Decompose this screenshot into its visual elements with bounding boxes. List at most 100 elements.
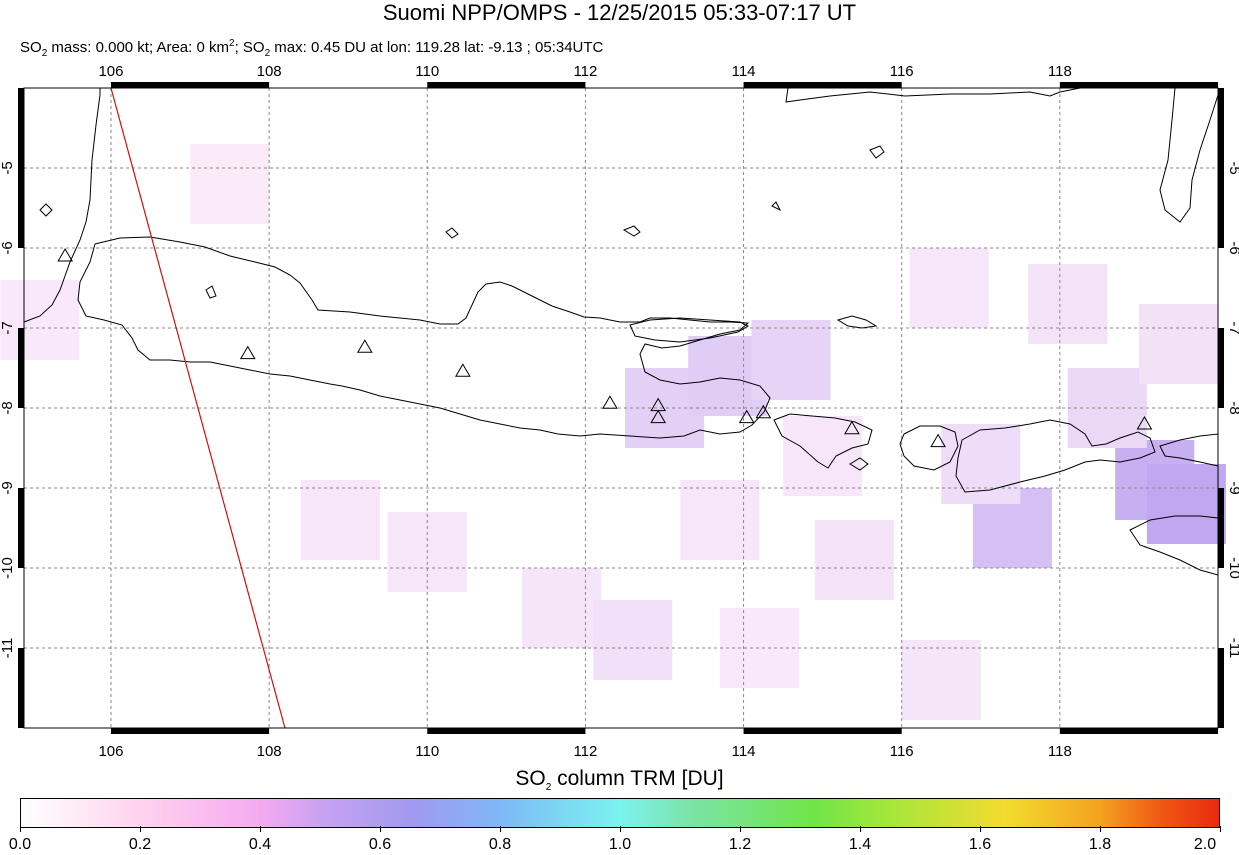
coastline-madura [629, 317, 750, 343]
frame-bar-top [427, 82, 586, 88]
lon-tick-label-top: 116 [890, 63, 914, 80]
lon-tick-label-top: 118 [1048, 63, 1072, 80]
frame-bar-top [1059, 82, 1218, 88]
colorbar-tick-label: 0.0 [8, 836, 32, 853]
colorbar-title: SO2 column TRM [DU] [515, 767, 724, 794]
so2-cell [1138, 304, 1218, 384]
frame-bar-bottom [743, 728, 902, 734]
coastline-sumbawa [955, 419, 1156, 493]
volcano-icon [239, 345, 256, 360]
colorbar-tick [979, 826, 981, 832]
so2-cell [680, 480, 760, 560]
colorbar-tick-label: 0.8 [488, 836, 512, 853]
frame-bar-right [1218, 488, 1224, 568]
coastline-borneo [785, 87, 1081, 103]
lat-tick-label-right: -7 [1226, 321, 1239, 334]
volcano-icon [602, 395, 618, 409]
swath-edge-layer [110, 87, 286, 729]
lat-tick-label-left: -9 [0, 481, 16, 494]
colorbar-tick [619, 826, 621, 832]
colorbar-tick [379, 826, 381, 832]
colorbar-tick [1219, 826, 1221, 832]
axis-labels: 106 106 108 108 110 110 112 112 114 114 116 116 118 1… [0, 63, 1239, 760]
so2-cells-layer [0, 144, 1226, 720]
so2-cell [1028, 264, 1108, 344]
colorbar [20, 798, 1220, 828]
lat-tick-label-right: -8 [1226, 401, 1239, 414]
lon-tick-label-bottom: 118 [1048, 743, 1072, 760]
frame-bar-right [1218, 88, 1224, 168]
lat-tick-label-left: -7 [0, 321, 16, 334]
frame-bar-bottom [110, 728, 270, 734]
frame-bar-bottom [427, 728, 586, 734]
lon-tick-label-bottom: 112 [573, 743, 597, 760]
volcano-icon [454, 363, 471, 377]
so2-cell [190, 144, 270, 224]
lon-tick-label-bottom: 114 [732, 743, 756, 760]
so2-cell [909, 248, 989, 328]
colorbar-tick-label: 0.6 [368, 836, 392, 853]
colorbar-tick-label: 1.6 [968, 836, 992, 853]
volcano-icon [755, 404, 772, 419]
island-thousand [39, 203, 53, 217]
coastline-lombok [899, 425, 959, 471]
so2-cell [1146, 464, 1226, 544]
colorbar-tick-label: 2.0 [1193, 836, 1217, 853]
island-kangean [836, 315, 878, 329]
volcano-icon [738, 409, 755, 424]
colorbar-tick-label: 0.2 [128, 836, 152, 853]
lon-tick-label-top: 112 [573, 63, 597, 80]
volcano-icon [356, 339, 373, 353]
lon-tick-label-top: 110 [415, 63, 439, 80]
so2-cell [814, 520, 894, 600]
colorbar-tick-label: 1.4 [848, 836, 872, 853]
colorbar-tick [1099, 826, 1101, 832]
island-karimunjawa [622, 225, 641, 237]
lon-tick-label-top: 106 [98, 63, 123, 80]
volcano-markers [57, 248, 1153, 448]
coastline-java [77, 236, 771, 439]
colorbar-tick-label: 1.8 [1088, 836, 1112, 853]
lat-tick-label-left: -10 [0, 557, 16, 579]
lat-lon-grid [24, 88, 1218, 728]
lat-tick-label-left: -8 [0, 401, 16, 414]
lat-tick-label-right: -9 [1226, 481, 1239, 494]
colorbar-tick-label: 1.2 [728, 836, 752, 853]
colorbar-tick-label: 1.0 [608, 836, 632, 853]
lon-tick-label-bottom: 106 [98, 743, 123, 760]
lon-tick-label-bottom: 116 [890, 743, 914, 760]
coastline-sulawesi [1159, 87, 1219, 223]
lat-tick-label-right: -11 [1226, 638, 1239, 659]
volcano-icon [930, 433, 946, 448]
colorbar-tick [139, 826, 141, 832]
lat-tick-label-right: -5 [1226, 161, 1239, 174]
frame-bar-top [110, 82, 270, 88]
swath-edge-line [110, 87, 286, 729]
island-nusa-penida [849, 457, 869, 471]
volcano-icon [844, 420, 860, 435]
frame-bar-left [18, 488, 24, 568]
frame-bar-top [743, 82, 902, 88]
lon-tick-label-top: 114 [732, 63, 756, 80]
volcano-icon [57, 248, 73, 262]
so2-cell [751, 320, 831, 400]
so2-cell [593, 600, 673, 680]
colorbar-tick [499, 826, 501, 832]
colorbar-tick [739, 826, 741, 832]
so2-cell [783, 416, 863, 496]
island-java-north [205, 285, 217, 299]
volcano-icon [1136, 416, 1153, 430]
coastline-sumatra [23, 87, 101, 323]
island-bawean [445, 227, 459, 239]
colorbar-tick [259, 826, 261, 832]
map-title: Suomi NPP/OMPS - 12/25/2015 05:33-07:17 … [382, 0, 857, 25]
frame-bar-bottom [1059, 728, 1218, 734]
so2-map: 106 106 108 108 110 110 112 112 114 114 116 116 118 1… [0, 63, 1239, 760]
frame-bar-left [18, 168, 24, 248]
lon-tick-label-bottom: 110 [415, 743, 439, 760]
lon-tick-label-bottom: 108 [257, 743, 282, 760]
island-masalembu [869, 145, 885, 159]
lat-tick-label-left: -6 [0, 241, 16, 254]
lat-tick-label-left: -5 [0, 161, 16, 174]
so2-cell [901, 640, 981, 720]
